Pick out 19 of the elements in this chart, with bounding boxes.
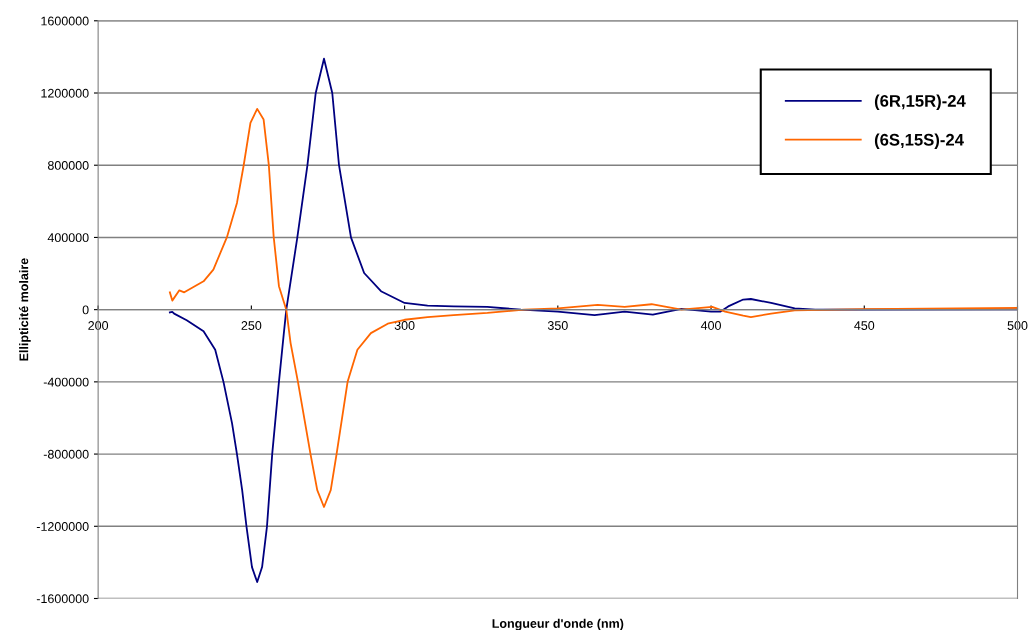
x-tick-label: 500 xyxy=(1007,321,1028,330)
x-tick-label: 400 xyxy=(700,321,721,330)
y-tick-label: 0 xyxy=(82,305,89,315)
legend-label: (6S,15S)-24 xyxy=(874,133,964,149)
x-tick-label: 450 xyxy=(854,321,875,330)
x-tick-label: 350 xyxy=(547,321,568,330)
y-tick-label: 1600000 xyxy=(41,16,89,26)
y-tick-label: -1600000 xyxy=(36,594,89,604)
x-axis-title: Longueur d'onde (nm) xyxy=(492,618,624,630)
y-tick-label: 1200000 xyxy=(41,88,89,98)
x-tick-label: 200 xyxy=(88,321,109,330)
y-tick-label: -400000 xyxy=(43,377,89,387)
y-tick-label: -1200000 xyxy=(36,522,89,531)
y-axis-title: Ellipticité molaire xyxy=(18,258,31,361)
y-tick-label: 400000 xyxy=(47,233,89,243)
legend-label: (6R,15R)-24 xyxy=(874,94,966,111)
y-tick-label: 800000 xyxy=(47,161,89,170)
x-tick-label: 250 xyxy=(241,321,262,330)
y-tick-label: -800000 xyxy=(43,449,89,459)
